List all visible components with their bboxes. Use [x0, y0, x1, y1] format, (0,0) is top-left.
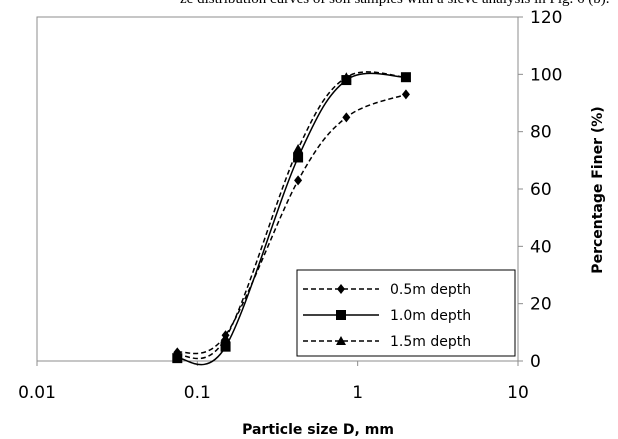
- x-tick-label: 10: [507, 383, 529, 403]
- data-point-triangle: [341, 72, 352, 82]
- y-tick-label: 20: [530, 295, 552, 315]
- data-point-triangle: [172, 350, 183, 360]
- legend-box: [296, 269, 516, 357]
- y-axis-title: Percentage Finer (%): [590, 106, 606, 273]
- series-layer: [172, 71, 411, 366]
- series-1-5m-depth: [172, 71, 411, 360]
- y-axis-ticks: 0 20 40 60 80 100 120: [518, 8, 562, 372]
- data-point-diamond: [401, 89, 410, 100]
- data-point-square: [293, 152, 304, 163]
- y-tick-label: 60: [530, 180, 552, 200]
- x-axis-title: Particle size D, mm: [242, 422, 394, 438]
- y-tick-label: 120: [530, 8, 562, 28]
- series-line: [177, 93, 407, 355]
- legend: 0.5m depth 1.0m depth 1.5m depth: [296, 269, 516, 357]
- legend-label: 0.5m depth: [390, 282, 471, 298]
- legend-marker-diamond: [337, 284, 345, 294]
- y-tick-label: 0: [530, 352, 541, 372]
- data-point-triangle: [293, 143, 304, 153]
- y-tick-label: 80: [530, 123, 552, 143]
- x-tick-label: 1: [352, 383, 363, 403]
- series-line: [177, 72, 406, 366]
- x-axis-ticks: 0.01 0.1 1 10: [18, 361, 529, 403]
- x-tick-label: 0.01: [18, 383, 56, 403]
- data-point-triangle: [400, 72, 411, 82]
- y-tick-label: 40: [530, 237, 552, 257]
- legend-label: 1.5m depth: [390, 334, 471, 350]
- data-point-diamond: [294, 175, 303, 186]
- data-point-triangle: [220, 333, 231, 343]
- header-text-fragment: ze distribution curves of soil samples w…: [180, 0, 610, 8]
- legend-label: 1.0m depth: [390, 308, 471, 324]
- x-tick-label: 0.1: [184, 383, 211, 403]
- data-point-diamond: [342, 112, 351, 123]
- series-line: [177, 71, 406, 360]
- legend-marker-triangle: [336, 336, 346, 345]
- y-tick-label: 100: [530, 65, 562, 85]
- data-point-square: [220, 341, 231, 352]
- legend-marker-square: [336, 310, 346, 320]
